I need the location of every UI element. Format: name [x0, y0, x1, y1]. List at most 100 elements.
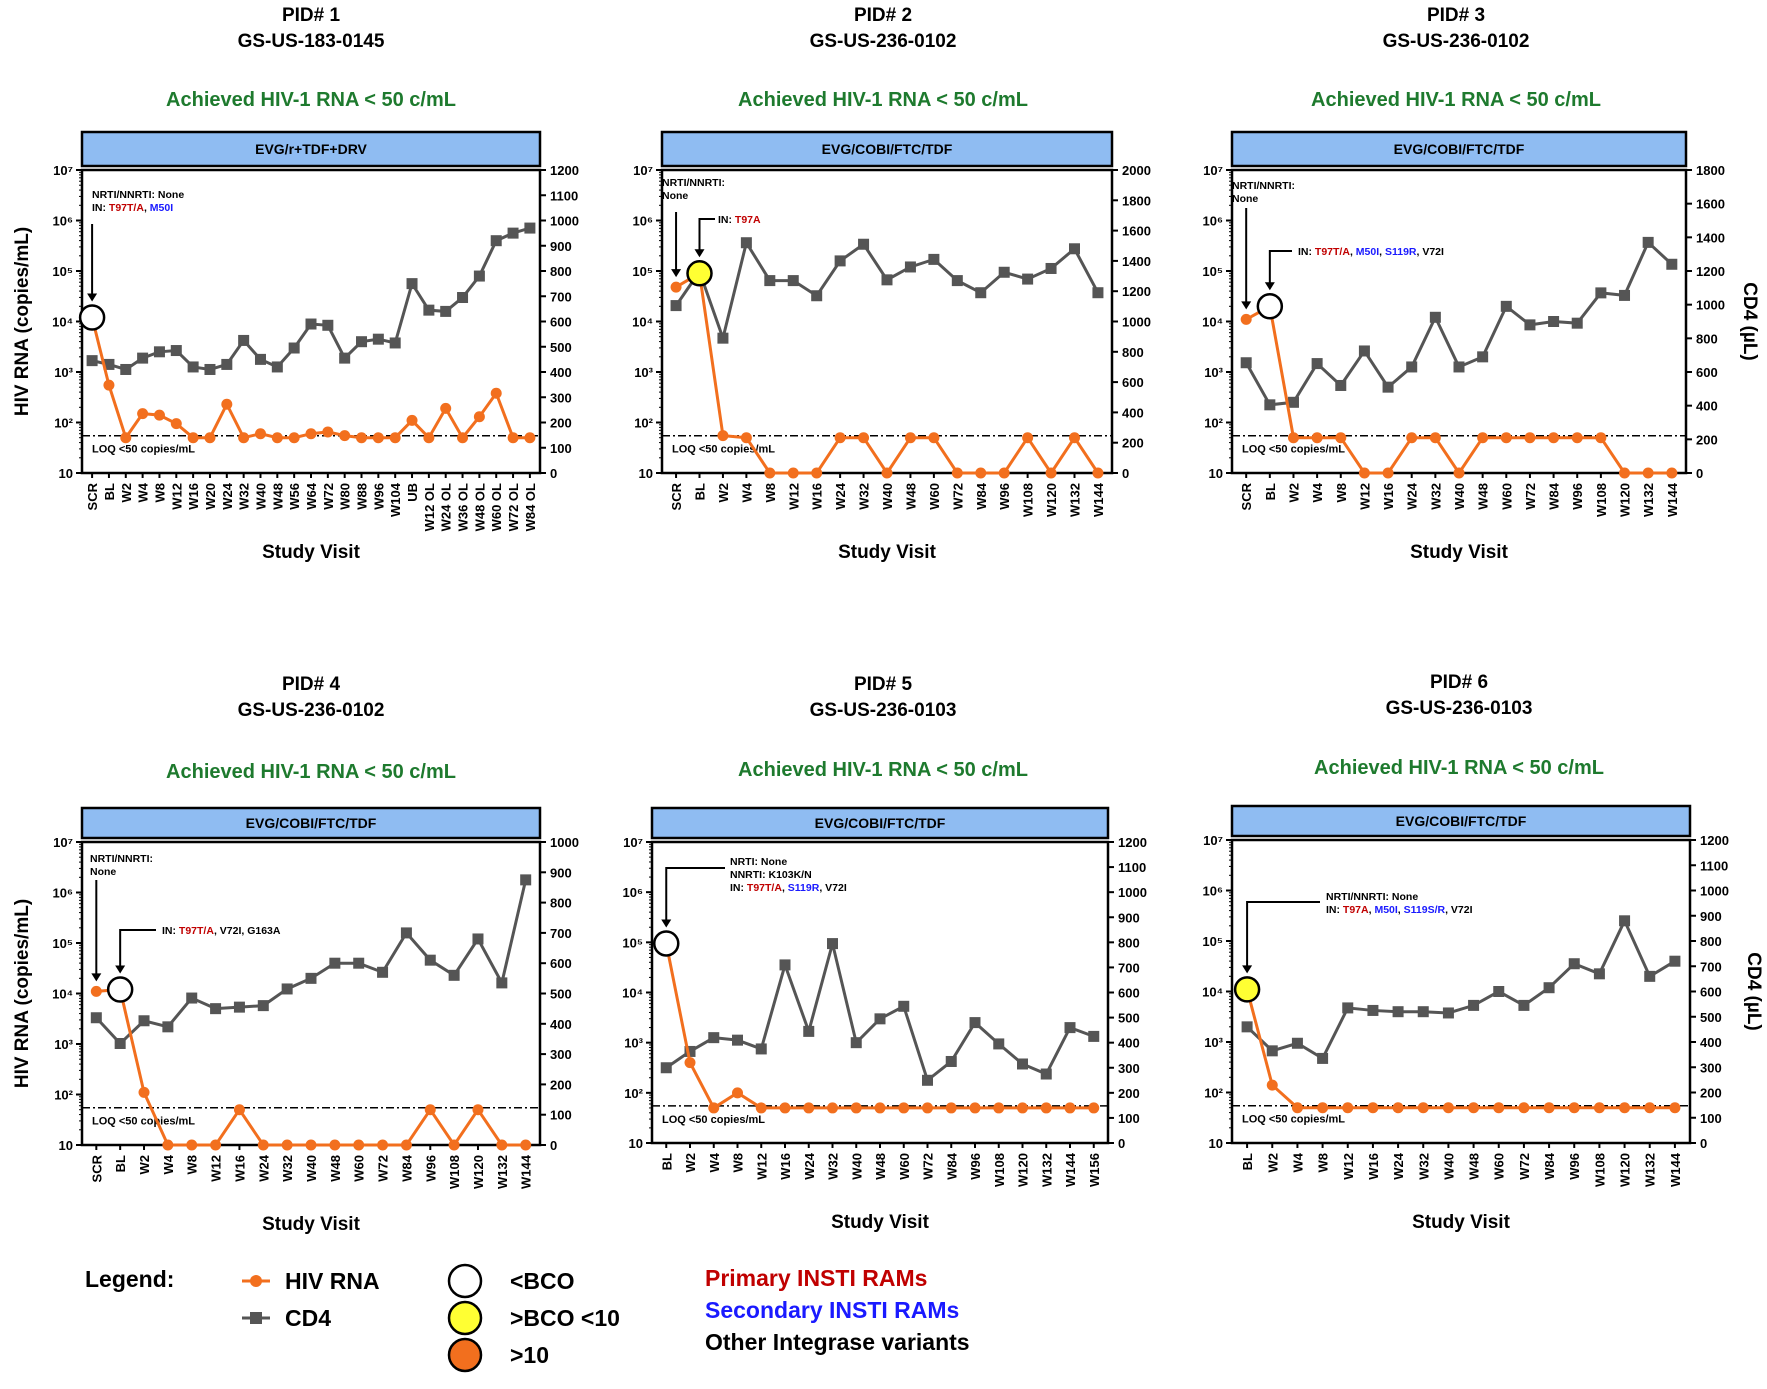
right-tick-label: 300: [550, 1047, 572, 1062]
x-tick-label: W32: [237, 483, 252, 510]
cd4-point: [120, 363, 132, 375]
cd4-point: [281, 983, 293, 995]
annotation-text: NRTI/NNRTI: None: [1326, 891, 1418, 903]
x-axis-title: Study Visit: [262, 1214, 361, 1235]
right-tick-label: 600: [550, 956, 572, 971]
x-tick-label: W96: [1570, 483, 1585, 510]
annotation-secondary-variant: M50I: [1356, 246, 1379, 258]
cd4-point: [670, 300, 682, 312]
cd4-point: [787, 275, 799, 287]
annotation-other-variant: ,: [1369, 904, 1375, 916]
x-tick-label: W8: [1334, 483, 1349, 503]
hiv-rna-point: [1266, 1079, 1278, 1091]
annotation-primary-variant: T97A: [735, 214, 761, 226]
left-tick-label: 10³: [54, 365, 73, 380]
cd4-point: [353, 957, 365, 969]
x-tick-label: SCR: [85, 482, 100, 510]
annotation-text: IN: T97A: [718, 214, 761, 226]
x-tick-label: W32: [280, 1155, 295, 1182]
left-tick-label: 10⁴: [1202, 985, 1223, 1000]
regimen-label: EVG/COBI/FTC/TDF: [1396, 813, 1527, 829]
plot-frame: [650, 840, 1110, 1145]
right-tick-label: 200: [1700, 1086, 1722, 1101]
left-tick-label: 10⁴: [622, 986, 643, 1001]
left-tick-label: 10²: [634, 416, 653, 431]
hiv-rna-point: [1406, 432, 1418, 444]
hiv-rna-point: [898, 1102, 910, 1114]
panel-pid: PID# 3: [1427, 5, 1485, 26]
x-tick-label: W132: [1039, 1153, 1054, 1187]
x-tick-label: W96: [968, 1153, 983, 1180]
cd4-point: [811, 290, 823, 302]
left-tick-label: 10⁴: [1202, 315, 1223, 330]
hiv-rna-point: [1595, 432, 1607, 444]
cd4-point: [1524, 319, 1536, 331]
x-tick-label: W40: [849, 1153, 864, 1180]
hiv-rna-point: [186, 1139, 198, 1151]
annotation-other-variant: None: [90, 866, 116, 878]
cd4-point: [162, 1021, 174, 1033]
hiv-rna-point: [1367, 1102, 1379, 1114]
annotation-text: IN: T97A, M50I, S119S/R, V72I: [1326, 904, 1473, 916]
left-tick-label: 10³: [634, 365, 653, 380]
cd4-point: [998, 266, 1010, 278]
left-tick-label: 10: [59, 466, 73, 481]
cd4-point: [400, 927, 412, 939]
loq-label: LOQ <50 copies/mL: [662, 1114, 765, 1126]
cd4-point: [1477, 351, 1489, 363]
right-tick-label: 1200: [1122, 284, 1151, 299]
cd4-point: [1406, 361, 1418, 373]
x-tick-label: W4: [739, 482, 754, 502]
cd4-point: [1493, 986, 1505, 997]
cd4-series-line: [665, 943, 1095, 1083]
hiv-rna-point: [1619, 1102, 1631, 1114]
panel-pid: PID# 5: [854, 674, 913, 695]
right-tick-label: 0: [550, 1138, 557, 1153]
left-tick-label: 10⁶: [1203, 214, 1223, 229]
hiv-rna-point: [305, 428, 317, 440]
chart-panel-2: PID# 2 GS-US-236-0102 Achieved HIV-1 RNA <…: [632, 5, 1151, 563]
hiv-rna-point: [490, 387, 502, 399]
ram-legend-label: Secondary INSTI RAMs: [705, 1297, 959, 1323]
x-tick-label: W4: [1310, 482, 1325, 502]
regimen-header: [650, 806, 1110, 840]
right-tick-label: 600: [550, 315, 572, 330]
cd4-point: [975, 287, 987, 299]
annotation-primary-variant: T97T/A: [179, 925, 214, 937]
left-tick-label: 10⁶: [1203, 884, 1223, 899]
cd4-point: [356, 336, 368, 348]
cd4-point: [874, 1013, 886, 1025]
x-tick-label: W12: [1341, 1153, 1356, 1180]
hiv-rna-point: [377, 1139, 389, 1151]
left-tick-label: 10⁷: [633, 163, 653, 178]
annotation-other-variant: IN:: [718, 214, 735, 226]
hiv-rna-point: [162, 1139, 174, 1151]
right-tick-label: 400: [1118, 1036, 1140, 1051]
left-tick-label: 10⁷: [53, 835, 73, 850]
x-tick-label: W132: [1641, 483, 1656, 517]
x-tick-label: W96: [1567, 1153, 1582, 1180]
hiv-rna-point: [187, 432, 199, 444]
legend-title: Legend:: [85, 1266, 174, 1292]
cd4-point: [1358, 345, 1370, 357]
x-tick-label: W4: [136, 482, 151, 502]
annotation-arrow: [1268, 250, 1292, 285]
annotation-other-variant: None: [662, 190, 688, 202]
panel-status: Achieved HIV-1 RNA < 50 c/mL: [166, 761, 456, 783]
right-tick-label: 1800: [1696, 163, 1725, 178]
chart-panel-5: PID# 5 GS-US-236-0103 Achieved HIV-1 RNA <…: [622, 674, 1147, 1233]
cd4-point: [329, 957, 341, 969]
right-tick-label: 2000: [1122, 163, 1151, 178]
left-tick-label: 10²: [1204, 416, 1223, 431]
right-tick-label: 1000: [1700, 884, 1729, 899]
x-tick-label: W60: [1492, 1153, 1507, 1180]
x-tick-label: W16: [232, 1155, 247, 1182]
arrow-head-icon: [1264, 282, 1275, 291]
cd4-point: [1240, 357, 1252, 369]
right-tick-label: 1000: [1696, 298, 1725, 313]
bco-legend-label: <BCO: [510, 1268, 575, 1294]
left-tick-label: 10⁷: [1203, 163, 1223, 178]
x-tick-label: W84: [944, 1152, 959, 1180]
cd4-point: [170, 345, 182, 357]
right-tick-label: 500: [1118, 1011, 1140, 1026]
